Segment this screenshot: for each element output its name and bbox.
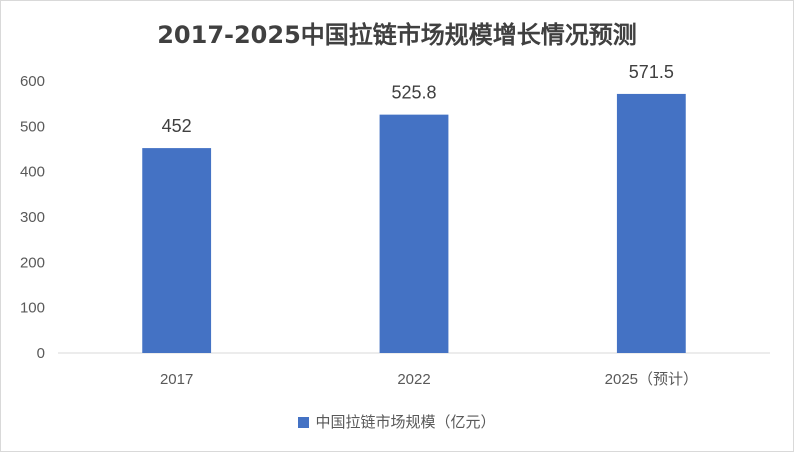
y-tick-label: 0	[37, 345, 45, 362]
data-label: 452	[162, 116, 192, 136]
y-tick-label: 500	[20, 118, 45, 135]
y-tick-label: 400	[20, 164, 45, 181]
y-tick-label: 600	[20, 73, 45, 90]
y-tick-label: 200	[20, 254, 45, 271]
data-label: 571.5	[629, 62, 674, 82]
y-tick-label: 100	[20, 300, 45, 317]
legend-label: 中国拉链市场规模（亿元）	[315, 413, 496, 431]
bar	[616, 93, 686, 354]
data-label: 525.8	[391, 83, 436, 103]
x-tick-label: 2025（预计）	[605, 371, 698, 388]
chart-title: 2017-2025中国拉链市场规模增长情况预测	[157, 21, 637, 49]
legend-swatch	[298, 417, 310, 428]
y-tick-label: 300	[20, 209, 45, 226]
bar	[142, 148, 212, 353]
x-tick-label: 2017	[160, 371, 193, 388]
x-tick-label: 2022	[397, 371, 430, 388]
bar	[379, 114, 449, 354]
legend: 中国拉链市场规模（亿元）	[1, 411, 793, 432]
